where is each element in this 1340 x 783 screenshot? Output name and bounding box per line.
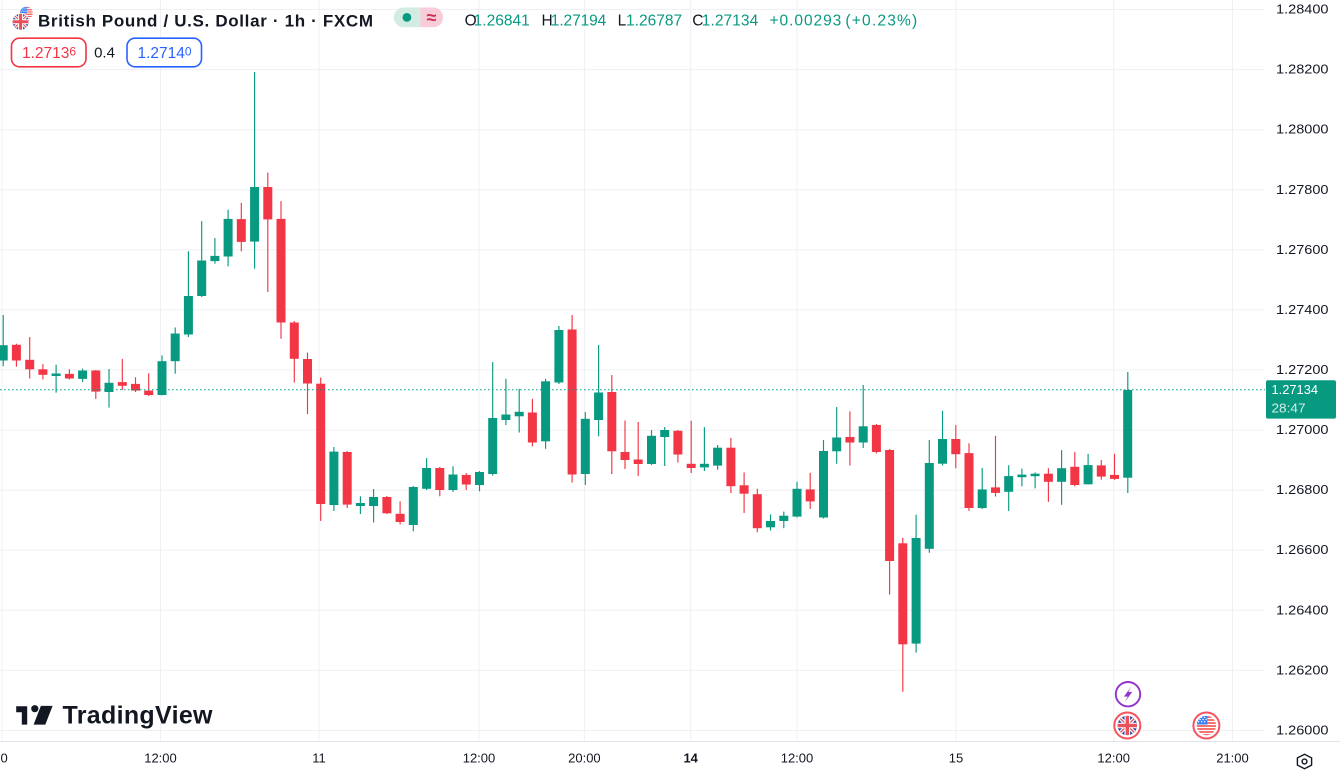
svg-text:15: 15 <box>949 751 963 766</box>
svg-text:+0.00293: +0.00293 <box>770 13 842 30</box>
svg-text:TradingView: TradingView <box>63 702 214 730</box>
svg-text:1.27600: 1.27600 <box>1276 243 1329 257</box>
svg-text:21:00: 21:00 <box>1216 751 1249 766</box>
svg-text:1.26000: 1.26000 <box>1276 724 1329 738</box>
svg-text:12:00: 12:00 <box>144 751 177 766</box>
svg-text:1.27400: 1.27400 <box>1276 303 1329 317</box>
svg-text:12:00: 12:00 <box>463 751 496 766</box>
svg-text:1.26400: 1.26400 <box>1276 603 1329 617</box>
svg-text:1.26600: 1.26600 <box>1276 543 1329 557</box>
svg-text:28:47: 28:47 <box>1272 402 1306 416</box>
svg-text:1.27140: 1.27140 <box>138 45 192 63</box>
svg-text:1.27136: 1.27136 <box>22 45 76 63</box>
svg-text:14: 14 <box>683 751 698 766</box>
svg-text:1.26200: 1.26200 <box>1276 663 1329 677</box>
svg-text:1.26800: 1.26800 <box>1276 483 1329 497</box>
svg-text:1.27194: 1.27194 <box>551 13 607 30</box>
svg-text:British Pound / U.S. Dollar ·: British Pound / U.S. Dollar · 1h · FXCM <box>38 12 373 31</box>
svg-text:1.27200: 1.27200 <box>1276 363 1329 377</box>
svg-text:11: 11 <box>312 751 326 766</box>
svg-text:12:00: 12:00 <box>1097 751 1130 766</box>
svg-text:1.28400: 1.28400 <box>1276 3 1329 17</box>
svg-text:1.26787: 1.26787 <box>626 13 682 30</box>
svg-text:12:00: 12:00 <box>781 751 814 766</box>
svg-text:1.27800: 1.27800 <box>1276 183 1329 197</box>
svg-text:H: H <box>542 13 553 30</box>
svg-text:20:00: 20:00 <box>568 751 601 766</box>
svg-text:1.28200: 1.28200 <box>1276 63 1329 77</box>
svg-text:(+0.23%): (+0.23%) <box>845 13 917 30</box>
svg-text:L: L <box>618 13 627 30</box>
svg-text:O: O <box>465 13 477 30</box>
svg-text:0.4: 0.4 <box>94 45 115 62</box>
svg-text:1.26841: 1.26841 <box>474 13 530 30</box>
svg-text:1.27134: 1.27134 <box>1272 383 1319 397</box>
svg-text:1.27134: 1.27134 <box>702 13 759 30</box>
svg-text:1.28000: 1.28000 <box>1276 123 1329 137</box>
svg-text:1.27000: 1.27000 <box>1276 423 1329 437</box>
svg-text:0: 0 <box>1 751 8 766</box>
svg-text:≈: ≈ <box>427 7 437 27</box>
svg-text:C: C <box>692 13 703 30</box>
